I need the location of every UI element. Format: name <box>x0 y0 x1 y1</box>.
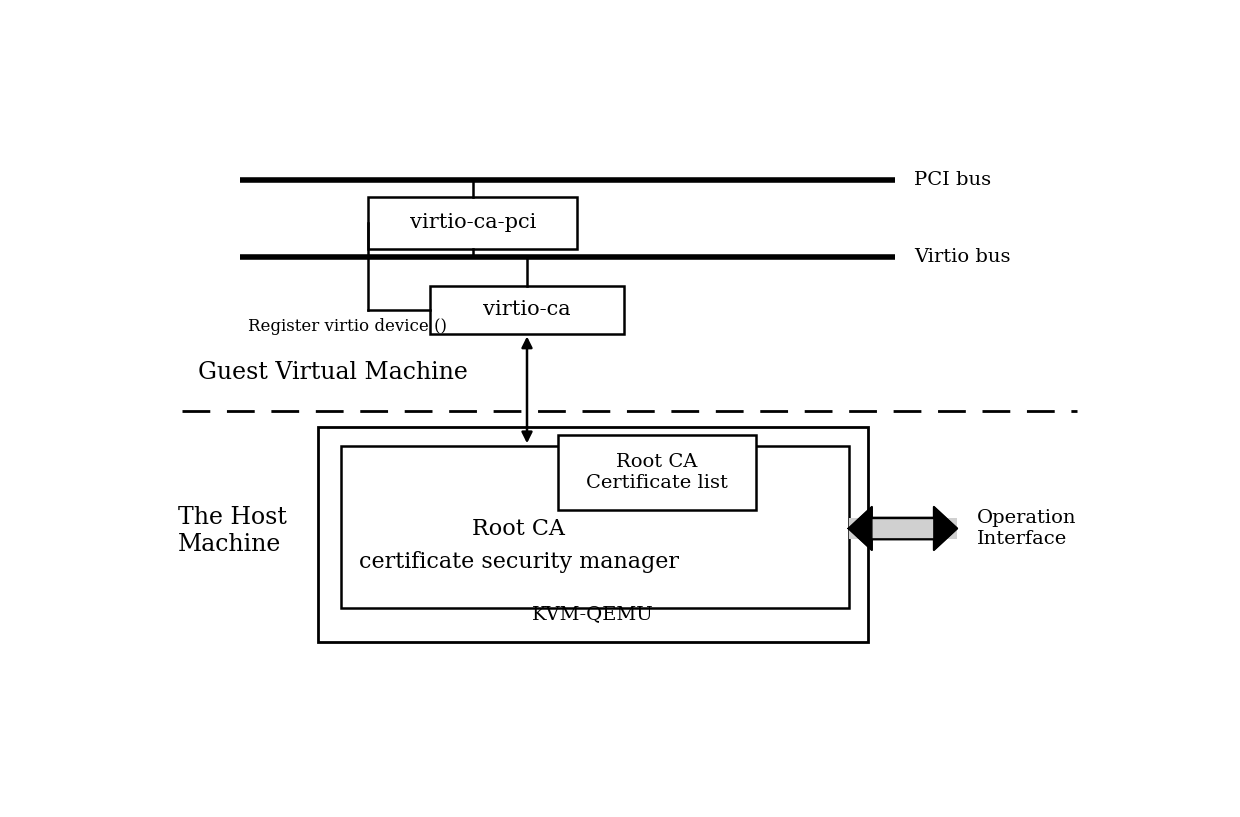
Text: Root CA
Certificate list: Root CA Certificate list <box>585 453 728 492</box>
Text: certificate security manager: certificate security manager <box>358 551 678 574</box>
Text: The Host
Machine: The Host Machine <box>179 506 288 556</box>
Polygon shape <box>934 507 957 550</box>
Bar <box>558 435 755 510</box>
Text: Operation
Interface: Operation Interface <box>977 509 1076 548</box>
Bar <box>848 518 957 539</box>
Bar <box>341 446 848 608</box>
Text: virtio-ca-pci: virtio-ca-pci <box>409 213 536 232</box>
Bar <box>430 286 624 333</box>
Text: virtio-ca: virtio-ca <box>484 301 570 319</box>
Text: Register virtio device (): Register virtio device () <box>248 319 446 335</box>
Text: PCI bus: PCI bus <box>915 172 992 190</box>
Bar <box>317 426 868 642</box>
Text: Virtio bus: Virtio bus <box>915 248 1011 266</box>
Text: Guest Virtual Machine: Guest Virtual Machine <box>197 361 467 385</box>
Text: Root CA: Root CA <box>472 518 565 540</box>
Text: KVM-QEMU: KVM-QEMU <box>532 605 653 623</box>
Polygon shape <box>848 507 872 550</box>
Bar <box>368 197 578 249</box>
